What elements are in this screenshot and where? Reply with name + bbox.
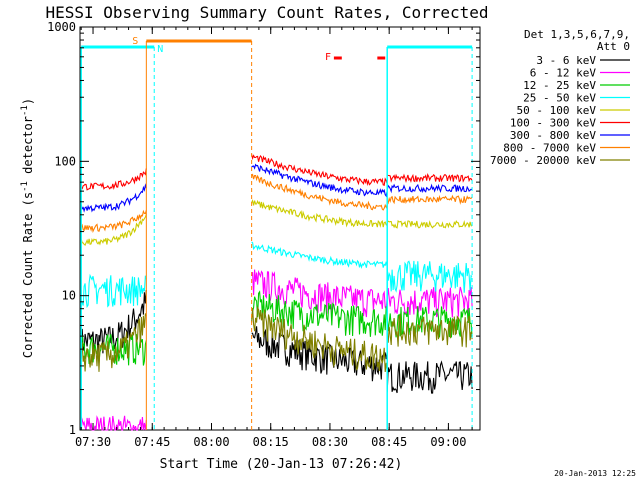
legend-label: 50 - 100 keV	[517, 104, 597, 117]
legend-label: 300 - 800 keV	[510, 129, 596, 142]
annotation-label: S	[132, 36, 138, 47]
legend-label: 7000 - 20000 keV	[490, 154, 596, 167]
x-tick-label: 07:45	[134, 435, 170, 449]
series-line	[80, 241, 473, 309]
series-segment	[251, 199, 388, 228]
series-segment	[80, 214, 147, 246]
x-tick-label: 08:30	[312, 435, 348, 449]
series-line	[80, 154, 473, 191]
series-line	[80, 199, 473, 246]
y-axis: 1 10 100 1000	[47, 20, 480, 437]
x-tick-label: 09:00	[430, 435, 466, 449]
chart-title: HESSI Observing Summary Count Rates, Cor…	[45, 3, 488, 22]
series-segment	[251, 154, 388, 187]
series-segment	[80, 209, 147, 233]
legend-header-line2: Att 0	[597, 40, 630, 53]
legend-label: 800 - 7000 keV	[503, 142, 596, 155]
series-segment	[80, 168, 147, 191]
series-segment	[80, 183, 147, 213]
plot-area: SNF 07:30 07:45 08:00 08:15 08:30 08:45 09:00 …	[47, 20, 481, 449]
legend-label: 12 - 25 keV	[523, 79, 596, 92]
series-segment	[386, 360, 473, 394]
legend-label: 25 - 50 keV	[523, 92, 596, 105]
series-segment	[80, 333, 147, 366]
legend-label: 3 - 6 keV	[536, 54, 596, 67]
series-line	[80, 173, 473, 233]
footer-date: 20-Jan-2013 12:25	[554, 469, 636, 478]
plot-frame	[79, 26, 481, 431]
y-tick-label: 1	[69, 423, 76, 437]
series-segment	[386, 183, 473, 194]
series-segment	[386, 173, 473, 184]
series-segment	[386, 313, 473, 348]
series-segment	[251, 241, 388, 269]
y-tick-label: 100	[54, 154, 76, 168]
x-tick-label: 08:15	[253, 435, 289, 449]
series-segment	[251, 326, 388, 382]
series-segment	[386, 194, 473, 205]
x-tick-label: 08:00	[193, 435, 229, 449]
series-segment	[251, 269, 388, 318]
series-segment	[386, 260, 473, 293]
series-layer	[80, 154, 473, 431]
series-segment	[386, 286, 473, 318]
series-segment	[251, 305, 388, 373]
y-axis-label: Corrected Count Rate (s-1 detector-1)	[20, 98, 35, 358]
annotation-label: N	[157, 44, 163, 55]
x-axis-label: Start Time (20-Jan-13 07:26:42)	[160, 457, 403, 472]
y-tick-label: 10	[62, 289, 76, 303]
x-axis: 07:30 07:45 08:00 08:15 08:30 08:45 09:00	[75, 27, 473, 449]
series-segment	[251, 173, 388, 211]
legend-header-line1: Det 1,3,5,6,7,9,	[524, 28, 630, 41]
legend-label: 6 - 12 keV	[530, 67, 597, 80]
legend-label: 100 - 300 keV	[510, 117, 596, 130]
series-segment	[251, 290, 388, 337]
x-tick-label: 07:30	[75, 435, 111, 449]
series-line	[80, 163, 473, 213]
series-segment	[80, 415, 147, 431]
x-tick-label: 08:45	[371, 435, 407, 449]
series-segment	[386, 219, 473, 229]
series-segment	[251, 163, 388, 198]
series-line	[80, 305, 473, 373]
y-tick-label: 1000	[47, 20, 76, 34]
series-segment	[80, 273, 147, 309]
series-segment	[80, 313, 147, 372]
annotation-label: F	[325, 52, 331, 63]
series-line	[80, 269, 473, 431]
